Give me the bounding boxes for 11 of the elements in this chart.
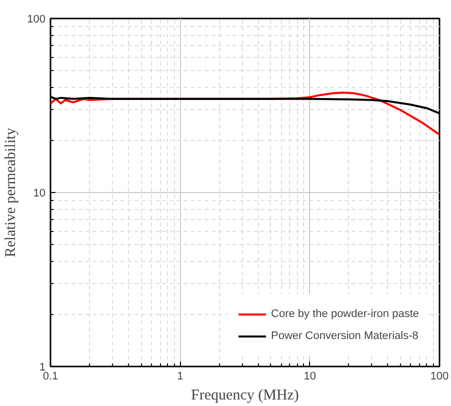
x-tick-label: 100 (430, 370, 449, 382)
x-axis-title: Frequency (MHz) (191, 388, 299, 404)
x-tick-label: 0.1 (42, 370, 58, 382)
y-tick-label: 100 (27, 14, 46, 26)
x-tick-label: 1 (177, 370, 184, 382)
legend-label: Core by the powder-iron paste (271, 308, 419, 320)
y-tick-label: 10 (33, 188, 46, 200)
y-tick-label: 1 (39, 362, 46, 374)
legend-label: Power Conversion Materials-8 (271, 330, 418, 342)
x-tick-label: 10 (304, 370, 316, 382)
y-axis-title: Relative permeability (3, 127, 20, 258)
